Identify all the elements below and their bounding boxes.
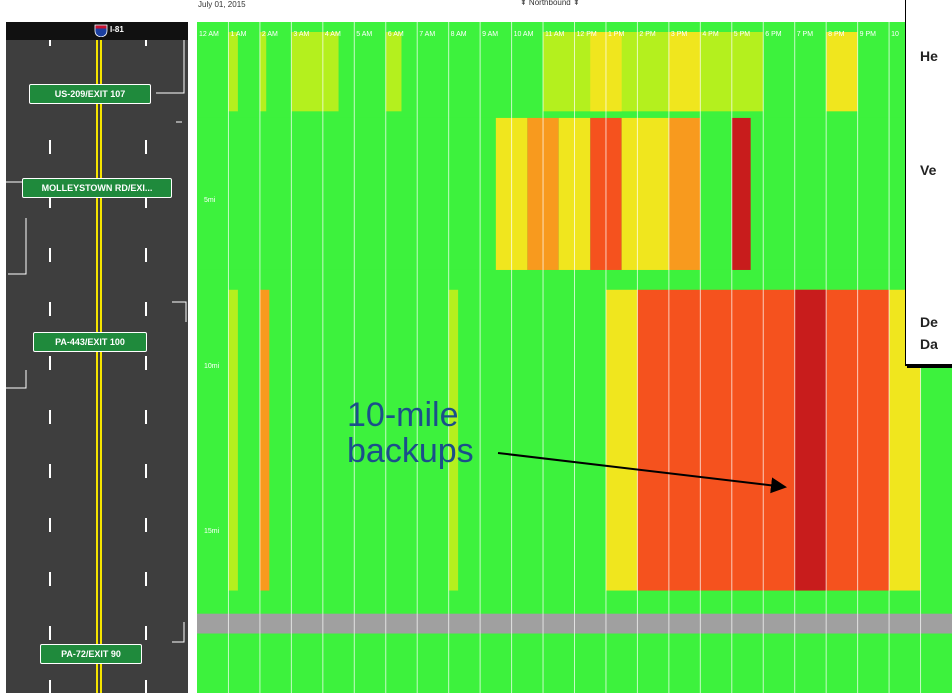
time-tick: 7 AM	[419, 31, 436, 38]
heat-band-1-6	[668, 117, 701, 270]
time-tick: 6 AM	[387, 31, 404, 38]
popup-line-2: Ve	[920, 162, 937, 178]
time-tick: 1 PM	[607, 31, 625, 38]
time-tick: 9 PM	[859, 31, 876, 38]
popup-line-1: He	[920, 48, 938, 64]
heat-band-0-3	[385, 32, 402, 112]
time-tick: 2 PM	[639, 31, 656, 38]
time-tick: 3 PM	[670, 31, 688, 38]
mile-tick: 15mi	[204, 527, 220, 535]
exit-sign-90[interactable]: PA-72/EXIT 90	[40, 644, 142, 664]
time-tick: 11 AM	[545, 31, 565, 38]
heat-band-0-1	[259, 32, 267, 112]
heat-band-1-5	[621, 117, 669, 270]
time-tick: 4 AM	[324, 31, 341, 38]
heat-band-2-2	[448, 289, 459, 591]
route-header: I-81	[6, 22, 188, 40]
time-tick: 1 AM	[230, 31, 247, 38]
annotation-text: 10-mile backups	[347, 397, 474, 469]
popup-line-3: De	[920, 314, 938, 330]
time-tick: 4 PM	[702, 31, 719, 38]
time-tick: 5 PM	[733, 31, 751, 38]
heat-band-1-7	[731, 117, 751, 270]
exit-sign-molleystown[interactable]: MOLLEYSTOWN RD/EXI...	[22, 178, 172, 198]
heat-band-0-2	[291, 32, 339, 112]
time-tick: 8 AM	[450, 31, 467, 38]
time-tick: 9 AM	[482, 31, 499, 38]
heat-band-0-4	[543, 32, 764, 112]
exit-sign-100[interactable]: PA-443/EXIT 100	[33, 332, 147, 352]
mile-tick: 5mi	[204, 197, 216, 205]
top-strip: July 01, 2015 ⇞ Northbound ⇞	[0, 0, 952, 10]
interstate-shield-icon	[94, 24, 108, 37]
direction-label: ⇞ Northbound ⇞	[520, 0, 580, 7]
time-tick: 6 PM	[765, 31, 782, 38]
time-tick: 3 AM	[293, 31, 310, 38]
exit-sign-107[interactable]: US-209/EXIT 107	[29, 84, 151, 104]
time-tick: 2 AM	[261, 31, 278, 38]
time-tick: 12 AM	[199, 31, 219, 38]
annotation-line-1: 10-mile	[347, 396, 459, 434]
heat-band-2-3	[605, 289, 638, 591]
time-tick: 10 AM	[513, 31, 534, 38]
heat-band-0-7	[826, 32, 858, 112]
road-lines	[6, 22, 187, 693]
time-tick: 7 PM	[796, 31, 814, 38]
date-label: July 01, 2015	[198, 0, 246, 9]
heat-band-2-0	[228, 289, 238, 591]
route-label: I-81	[110, 25, 124, 34]
heat-band-2-1	[259, 289, 270, 591]
time-tick: 12 PM	[576, 31, 597, 38]
details-popup: He Ve De Da	[905, 0, 952, 366]
time-tick: 8 PM	[828, 31, 845, 38]
time-tick: 5 AM	[356, 31, 373, 38]
heat-band-0-6	[668, 32, 701, 112]
annotation-line-2: backups	[347, 432, 474, 470]
popup-line-4: Da	[920, 336, 938, 352]
mile-tick: 10mi	[204, 362, 220, 370]
heat-band-2-5	[794, 289, 827, 591]
highway-diagram	[6, 22, 188, 693]
heat-band-0-0	[228, 32, 238, 112]
time-tick: 10	[891, 31, 899, 38]
congestion-heatmap[interactable]	[197, 22, 952, 693]
